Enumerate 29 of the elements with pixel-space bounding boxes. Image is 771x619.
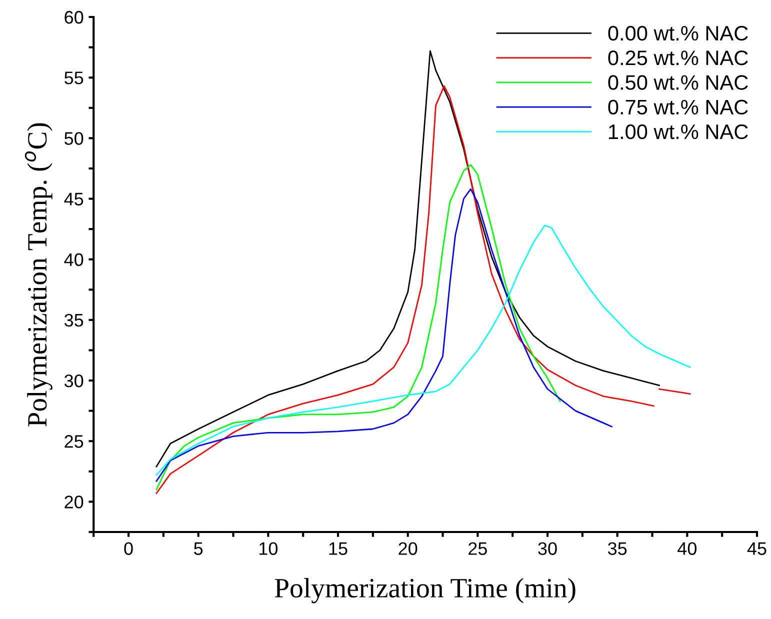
line-series [156,224,691,476]
legend-label: 0.25 wt.% NAC [608,50,748,66]
line-series [156,164,561,490]
x-tick-label: 10 [260,542,278,555]
legend-label: 0.75 wt.% NAC [608,100,748,115]
y-tick-label: 50 [64,132,84,145]
y-axis-title: Polymerization Temp. ($^{o}$C) [24,123,52,426]
x-tick-label: 15 [329,542,348,555]
y-tick-label: 25 [64,435,84,448]
x-tick-label: 25 [468,542,487,555]
y-tick-label: 60 [64,10,84,24]
y-tick-label: 55 [64,72,84,84]
x-tick-label: 40 [678,542,697,555]
y-tick-label: 45 [64,192,84,206]
x-axis-title: Polymerization Time (min) [274,578,576,604]
legend-label: 0.50 wt.% NAC [608,75,748,90]
x-tick-label: 35 [608,542,627,555]
legend-label: 1.00 wt.% NAC [609,124,748,140]
x-tick-label: 45 [747,542,766,555]
x-tick-label: 5 [194,542,203,555]
x-tick-label: 20 [398,542,418,555]
line-series [156,188,612,482]
x-tick-label: 0 [124,542,133,555]
y-tick-label: 35 [64,314,84,327]
legend-label: 0.00 wt.% NAC [608,26,748,41]
x-tick-label: 30 [538,542,557,555]
y-tick-label: 20 [64,496,84,508]
y-tick-label: 40 [64,253,84,266]
y-tick-label: 30 [64,374,84,388]
